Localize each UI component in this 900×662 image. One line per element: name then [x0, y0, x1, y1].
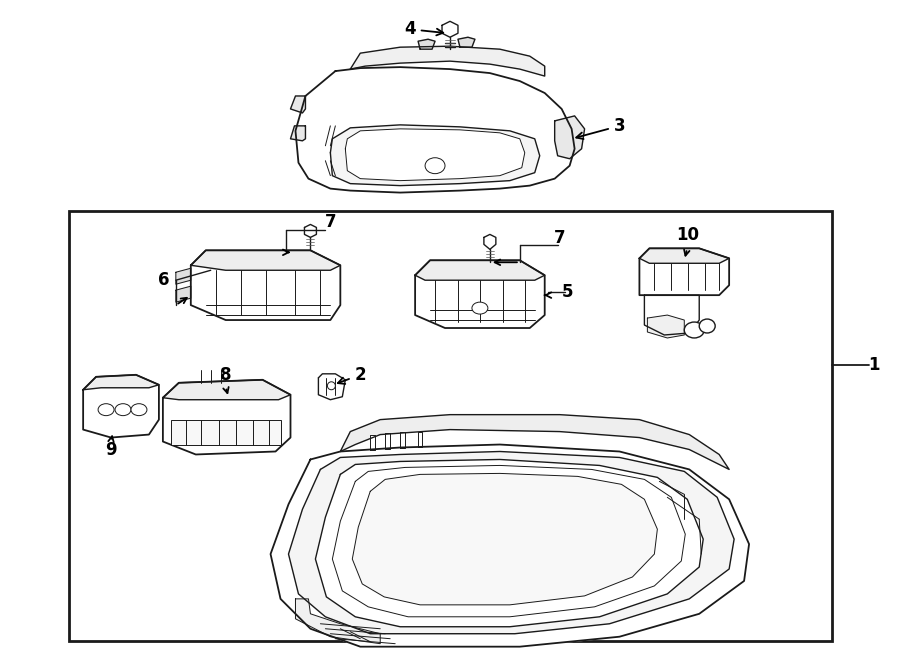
Ellipse shape	[328, 382, 336, 390]
Polygon shape	[330, 125, 540, 185]
Polygon shape	[350, 46, 544, 76]
Polygon shape	[295, 599, 380, 643]
Text: 5: 5	[562, 283, 573, 301]
Polygon shape	[340, 414, 729, 469]
Polygon shape	[291, 96, 305, 113]
Polygon shape	[415, 260, 544, 280]
Ellipse shape	[98, 404, 114, 416]
Polygon shape	[484, 234, 496, 250]
Polygon shape	[415, 260, 544, 328]
Polygon shape	[304, 224, 317, 238]
Text: 3: 3	[576, 117, 626, 139]
Polygon shape	[332, 465, 685, 617]
Polygon shape	[83, 375, 159, 438]
Text: 10: 10	[676, 226, 698, 244]
Polygon shape	[295, 67, 574, 193]
Polygon shape	[289, 451, 734, 634]
Text: 7: 7	[554, 230, 565, 248]
Polygon shape	[176, 286, 191, 302]
Polygon shape	[458, 37, 475, 47]
Text: 6: 6	[158, 271, 169, 289]
Ellipse shape	[115, 404, 131, 416]
Bar	[171, 420, 281, 444]
Polygon shape	[83, 375, 159, 390]
Polygon shape	[554, 116, 585, 159]
Polygon shape	[644, 295, 699, 335]
Polygon shape	[163, 380, 291, 455]
Bar	[69, 211, 832, 641]
Polygon shape	[291, 126, 305, 141]
Polygon shape	[400, 432, 405, 448]
Polygon shape	[385, 432, 391, 448]
Polygon shape	[319, 374, 346, 400]
Polygon shape	[191, 250, 340, 270]
Polygon shape	[647, 315, 684, 338]
Polygon shape	[418, 432, 422, 446]
Text: 9: 9	[105, 440, 117, 459]
Polygon shape	[418, 39, 435, 49]
Text: 7: 7	[325, 213, 337, 232]
Polygon shape	[639, 248, 729, 295]
Text: 1: 1	[868, 356, 879, 374]
Text: 4: 4	[404, 21, 443, 38]
Polygon shape	[442, 21, 458, 37]
Polygon shape	[191, 250, 340, 320]
Ellipse shape	[472, 302, 488, 314]
Ellipse shape	[425, 158, 445, 173]
Text: 2: 2	[338, 366, 366, 384]
Polygon shape	[346, 129, 525, 181]
Text: 8: 8	[220, 366, 231, 384]
Polygon shape	[315, 459, 703, 627]
Polygon shape	[163, 380, 291, 400]
Ellipse shape	[699, 319, 716, 333]
Polygon shape	[370, 434, 375, 449]
Polygon shape	[271, 444, 749, 647]
Polygon shape	[352, 473, 657, 605]
Ellipse shape	[684, 322, 704, 338]
Polygon shape	[639, 248, 729, 263]
Polygon shape	[176, 268, 191, 284]
Ellipse shape	[131, 404, 147, 416]
